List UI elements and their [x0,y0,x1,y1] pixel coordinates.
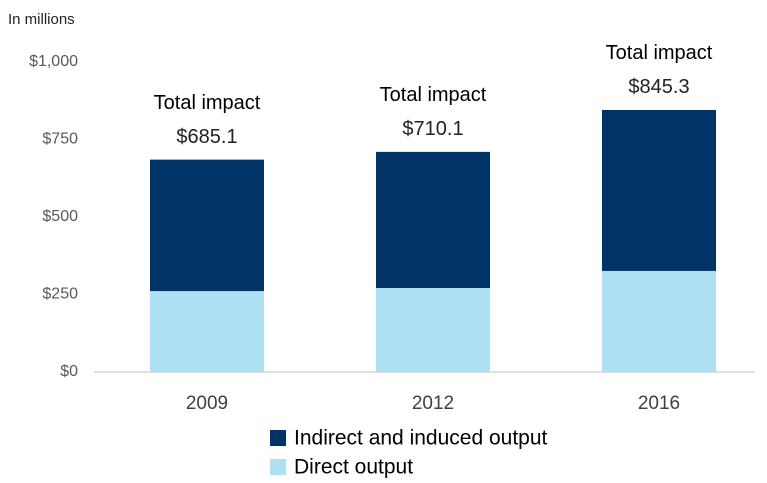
x-tick-label: 2009 [186,393,228,414]
bar-segment [150,159,264,292]
legend-label: Direct output [294,456,413,479]
y-tick-label: $0 [60,363,78,380]
chart-subtitle: In millions [8,11,75,28]
total-value-label: $710.1 [402,118,463,140]
bar-segment [602,270,716,372]
legend-label: Indirect and induced output [294,427,548,450]
bar-segment [376,287,490,372]
total-title: Total impact [606,42,713,64]
total-value-label: $685.1 [176,126,237,148]
y-tick-label: $750 [42,131,78,148]
y-tick-label: $500 [42,208,78,225]
y-tick-label: $1,000 [29,53,78,70]
y-tick-label: $250 [42,286,78,303]
bar-segment [602,109,716,271]
total-title: Total impact [380,84,487,106]
bar-segment [376,151,490,288]
bar-segment [150,291,264,372]
x-tick-label: 2012 [412,393,454,414]
legend-swatch [270,459,286,475]
total-value-label: $845.3 [628,76,689,98]
x-tick-label: 2016 [638,393,680,414]
legend-swatch [270,430,286,446]
total-title: Total impact [154,92,261,114]
